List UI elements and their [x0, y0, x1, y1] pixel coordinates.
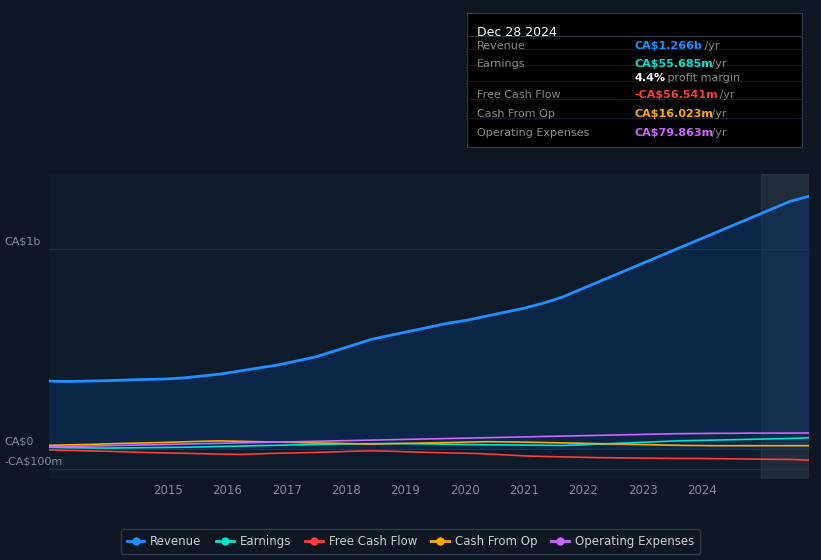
Text: CA$79.863m: CA$79.863m: [635, 128, 713, 138]
Text: /yr: /yr: [709, 109, 727, 119]
Legend: Revenue, Earnings, Free Cash Flow, Cash From Op, Operating Expenses: Revenue, Earnings, Free Cash Flow, Cash …: [121, 529, 700, 554]
Text: Revenue: Revenue: [477, 41, 526, 51]
Text: Cash From Op: Cash From Op: [477, 109, 555, 119]
Text: Dec 28 2024: Dec 28 2024: [477, 26, 557, 39]
Text: profit margin: profit margin: [664, 73, 741, 83]
Text: CA$1.266b: CA$1.266b: [635, 41, 703, 51]
Text: /yr: /yr: [701, 41, 719, 51]
Bar: [761, 174, 809, 479]
Text: /yr: /yr: [716, 90, 734, 100]
Text: 4.4%: 4.4%: [635, 73, 666, 83]
Text: /yr: /yr: [709, 59, 727, 69]
Text: Operating Expenses: Operating Expenses: [477, 128, 589, 138]
Text: Earnings: Earnings: [477, 59, 525, 69]
Text: /yr: /yr: [709, 128, 727, 138]
Text: CA$1b: CA$1b: [4, 237, 40, 246]
Text: CA$0: CA$0: [4, 436, 34, 446]
Text: Free Cash Flow: Free Cash Flow: [477, 90, 561, 100]
Text: CA$55.685m: CA$55.685m: [635, 59, 713, 69]
Text: -CA$56.541m: -CA$56.541m: [635, 90, 718, 100]
Text: CA$16.023m: CA$16.023m: [635, 109, 713, 119]
Text: -CA$100m: -CA$100m: [4, 456, 62, 466]
